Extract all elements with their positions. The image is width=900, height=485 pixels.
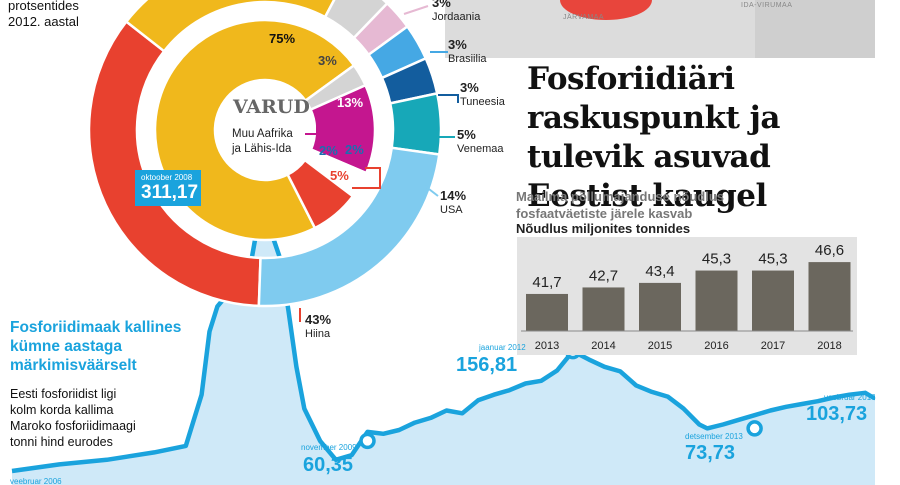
country-pct: 14% bbox=[440, 188, 467, 203]
bar-2014 bbox=[582, 287, 625, 331]
reserves-caption-line-2: 2012. aastal bbox=[8, 14, 79, 29]
peak-value: 311,17 bbox=[141, 182, 199, 203]
right-gutter bbox=[875, 0, 900, 485]
country-pct: 43% bbox=[305, 312, 332, 327]
annotation-date-2013: detsember 2013 bbox=[685, 432, 743, 441]
map-fragment: JÄRVAMAA IDA-VIRUMAA bbox=[445, 0, 875, 58]
map-highlight-area bbox=[560, 0, 652, 20]
bar-2016 bbox=[695, 270, 738, 331]
inner-label-13: 13% bbox=[337, 95, 364, 110]
price-area-fill bbox=[12, 207, 889, 485]
bar-category-label: 2017 bbox=[761, 340, 785, 352]
reserves-caption: protsentides 2012. aastal bbox=[8, 0, 79, 30]
bar-value-label: 45,3 bbox=[702, 251, 731, 268]
outer-slice-usa bbox=[257, 146, 441, 308]
donut-center-title: VARUD bbox=[233, 96, 310, 118]
leader-line-4 bbox=[424, 185, 439, 197]
country-name: Tuneesia bbox=[460, 96, 505, 108]
bar-value-label: 43,4 bbox=[645, 263, 674, 280]
leader-line-7 bbox=[352, 167, 381, 189]
description-line-3: Maroko fosforiidimaagi bbox=[10, 419, 136, 433]
bar-category-label: 2015 bbox=[648, 340, 672, 352]
leader-line-6 bbox=[305, 124, 318, 135]
point-marker-detsember-2013 bbox=[746, 420, 763, 437]
country-pct: 3% bbox=[432, 0, 451, 10]
bar-value-label: 42,7 bbox=[589, 267, 618, 284]
reserves-caption-line-1: protsentides bbox=[8, 0, 79, 13]
country-pct: 3% bbox=[448, 37, 467, 52]
map-label-jarvamaa: JÄRVAMAA bbox=[563, 14, 605, 21]
annotation-date-2006: veebruar 2006 bbox=[10, 477, 62, 485]
point-marker-november-2009 bbox=[359, 432, 376, 450]
inner-label-2a: 2% bbox=[319, 143, 338, 158]
bar-category-label: 2014 bbox=[591, 340, 615, 352]
annotation-value-2009: 60,35 bbox=[303, 454, 354, 476]
inner-label-75: 75% bbox=[269, 31, 296, 46]
bar-value-label: 41,7 bbox=[532, 274, 561, 291]
line-chart-description: Eesti fosforiidist ligi kolm korda kalli… bbox=[10, 386, 136, 450]
donut-center-sub-line-2: ja Lähis-Ida bbox=[232, 143, 292, 155]
bar-2015 bbox=[639, 282, 681, 331]
country-label-jordaania: 3% Jordaania bbox=[432, 0, 480, 25]
leader-line-0 bbox=[403, 5, 429, 15]
bar-value-label: 46,6 bbox=[815, 242, 844, 259]
bar-value-label: 45,3 bbox=[758, 251, 787, 268]
bar-category-label: 2018 bbox=[817, 340, 841, 352]
country-label-venemaa: 5% Venemaa bbox=[457, 127, 503, 157]
inner-label-3: 3% bbox=[318, 53, 337, 68]
bar-chart-background bbox=[517, 237, 857, 355]
peak-date: oktoober 2008 bbox=[141, 173, 193, 182]
donut-center-sub-line-1: Muu Aafrika bbox=[232, 128, 293, 140]
country-label-tuneesia: 3% Tuneesia bbox=[460, 80, 505, 110]
peak-callout: oktoober 2008 311,17 bbox=[135, 170, 201, 206]
donut-hole bbox=[215, 80, 315, 180]
donut-center-sub: Muu Aafrika ja Lähis-Ida bbox=[232, 127, 293, 157]
annotation-date-2012: jaanuar 2012 bbox=[479, 343, 526, 352]
leader-line-2 bbox=[438, 94, 459, 103]
line-chart-title: Fosforiidimaak kallines kümne aastaga mä… bbox=[10, 319, 182, 374]
inner-label-5: 5% bbox=[330, 168, 349, 183]
country-name: Brasiilia bbox=[448, 53, 487, 65]
description-line-1: Eesti fosforiidist ligi bbox=[10, 387, 117, 401]
annotation-value-2013: 73,73 bbox=[685, 442, 736, 464]
annotation-date-2009: november 2009 bbox=[301, 443, 357, 452]
bar-2018 bbox=[808, 262, 851, 331]
headline: Fosforiidiäri raskuspunkt ja tulevik asu… bbox=[527, 61, 781, 214]
bar-category-label: 2013 bbox=[535, 340, 559, 352]
country-label-brasiilia: 3% Brasiilia bbox=[448, 37, 487, 67]
bar-category-label: 2016 bbox=[704, 340, 728, 352]
country-name: Hiina bbox=[305, 328, 331, 340]
country-pct: 3% bbox=[460, 80, 479, 95]
bar-chart-title: Maailma põllumajanduse nõudlus fosfaatvä… bbox=[516, 189, 725, 221]
inner-label-2b: 2% bbox=[345, 142, 364, 157]
map-label-idavirumaa: IDA-VIRUMAA bbox=[741, 2, 793, 9]
outer-slice-other bbox=[124, 0, 336, 53]
bar-chart-ylabel: Nõudlus miljonites tonnides bbox=[516, 221, 691, 236]
country-name: USA bbox=[440, 204, 463, 216]
country-name: Venemaa bbox=[457, 143, 504, 155]
country-name: Jordaania bbox=[432, 11, 481, 23]
annotation-value-2016: 103,73 bbox=[806, 403, 868, 425]
country-label-usa: 14% USA bbox=[440, 188, 466, 218]
description-line-2: kolm korda kallima bbox=[10, 403, 114, 417]
outer-slice-hiina bbox=[87, 19, 262, 308]
country-label-hiina: 43% Hiina bbox=[305, 312, 331, 342]
country-pct: 5% bbox=[457, 127, 476, 142]
bar-2013 bbox=[526, 293, 568, 331]
demand-bar-chart: 41,7 2013 42,7 2014 43,4 2015 45,3 2016 45,3 2017… bbox=[517, 237, 857, 355]
map-sea bbox=[755, 0, 875, 58]
annotation-date-2016: veebruar 2016 bbox=[824, 393, 876, 402]
outer-slice-venemaa bbox=[388, 91, 443, 156]
bar-2017 bbox=[752, 270, 794, 331]
annotation-value-2012: 156,81 bbox=[456, 354, 518, 376]
description-line-4: tonni hind eurodes bbox=[10, 435, 113, 449]
